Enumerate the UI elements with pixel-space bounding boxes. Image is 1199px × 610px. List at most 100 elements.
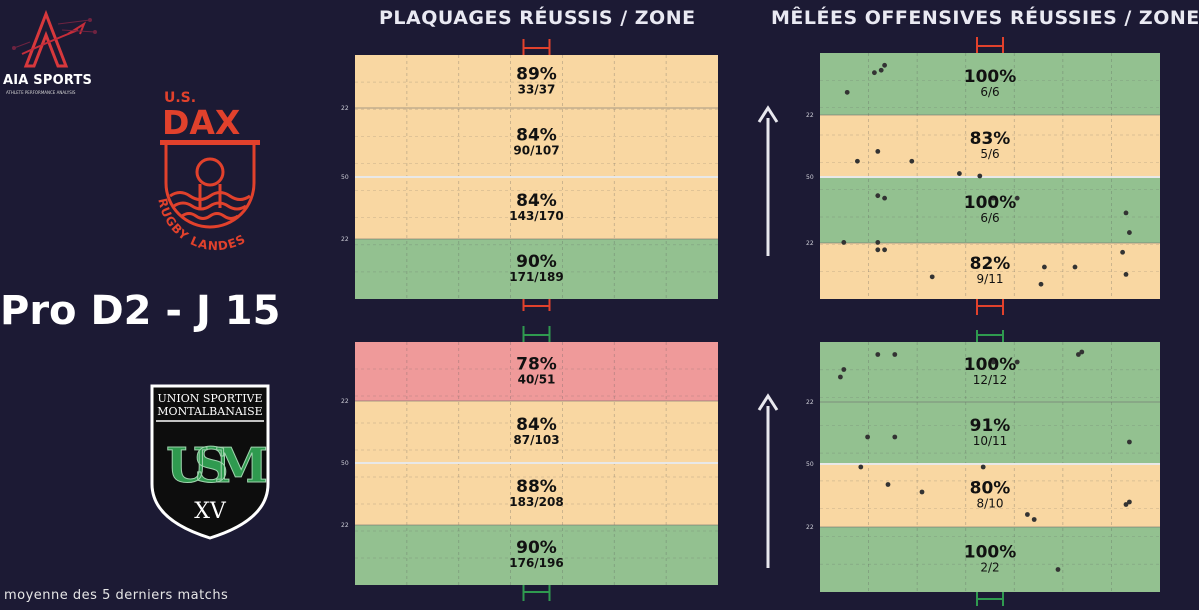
tackles-usm-pitch: 22 50 22 78% 40/51 84% 87/103 88% 183/208 90% 176/… xyxy=(323,322,718,605)
zone-2-frac: 90/107 xyxy=(513,144,559,158)
line-label: 22 xyxy=(806,399,814,406)
scrum-point xyxy=(991,195,996,201)
scrum-point xyxy=(865,434,870,440)
zone-2-frac: 87/103 xyxy=(513,433,559,447)
pitch-svg: 22 50 22 78%40/51 84%87/103 88%183/208 90%176/… xyxy=(341,326,718,601)
match-title: Pro D2 - J 15 xyxy=(0,288,281,334)
zone-3-fill xyxy=(820,177,1160,243)
scrum-point xyxy=(980,464,986,470)
scrum-point xyxy=(1127,230,1132,235)
scrum-point xyxy=(855,158,860,164)
scrum-point xyxy=(909,158,915,164)
scrums-title: MÊLÉES OFFENSIVES RÉUSSIES / ZONE xyxy=(771,7,1199,29)
zone-4-frac: 171/189 xyxy=(509,270,563,284)
zone-1-frac: 33/37 xyxy=(518,83,556,97)
scrum-point xyxy=(919,489,925,495)
scrum-point xyxy=(858,464,864,470)
goal-posts-top xyxy=(522,326,551,342)
scrum-point xyxy=(1055,567,1061,572)
scrum-point xyxy=(892,352,898,357)
goal-posts-bottom xyxy=(522,299,551,311)
zone-3-pct: 80% xyxy=(970,479,1011,499)
scrum-point xyxy=(977,173,983,179)
scrum-point xyxy=(1025,512,1030,517)
line-label: 50 xyxy=(806,461,814,468)
aia-sports-emblem-icon xyxy=(12,9,97,68)
scrum-point xyxy=(841,240,847,245)
scrum-point xyxy=(1120,249,1125,255)
scrum-point xyxy=(878,67,884,73)
line-label: 50 xyxy=(806,174,814,181)
zone-4-pct: 90% xyxy=(516,252,557,272)
scrums-dax-pitch: 22 50 22 100% 6/6 83% 5/6 100% 6/6 82% 9/11 xyxy=(790,35,1160,323)
usm-logo-roman: XV xyxy=(194,499,227,524)
scrum-point xyxy=(929,274,935,280)
scrum-point xyxy=(885,482,891,487)
goal-posts-top xyxy=(522,39,551,55)
zone-4-frac: 176/196 xyxy=(509,556,563,570)
scrum-point xyxy=(1031,517,1037,522)
zone-3-frac: 8/10 xyxy=(977,497,1004,511)
scrum-point xyxy=(1014,195,1020,201)
zone-2-fill xyxy=(355,108,718,177)
zone-1-fill xyxy=(355,342,718,401)
scrum-point xyxy=(875,247,881,253)
scrum-point xyxy=(875,149,881,154)
scrum-point xyxy=(957,171,962,176)
line-label: 22 xyxy=(341,236,349,243)
zone-4-fill xyxy=(355,525,718,585)
scrum-point xyxy=(1038,281,1044,287)
zone-1-fill xyxy=(820,342,1160,402)
tackles-title: PLAQUAGES RÉUSSIS / ZONE xyxy=(379,7,696,29)
line-label: 50 xyxy=(341,460,349,467)
zone-2-frac: 10/11 xyxy=(973,434,1008,448)
zone-2-pct: 83% xyxy=(970,129,1011,149)
zone-2-pct: 91% xyxy=(970,416,1011,436)
attack-direction-arrow-bottom xyxy=(757,393,779,568)
scrum-point xyxy=(1127,499,1132,505)
brand-name: AIA SPORTS xyxy=(3,73,93,88)
zone-3-fill xyxy=(355,463,718,525)
goal-posts-bottom xyxy=(976,592,1004,606)
goal-posts-top xyxy=(976,330,1004,342)
zone-2-pct: 84% xyxy=(516,415,557,435)
zone-1-pct: 100% xyxy=(964,355,1017,375)
scrum-point xyxy=(882,62,887,68)
scrum-point xyxy=(875,193,881,199)
zone-2-pct: 84% xyxy=(516,126,557,146)
scrum-point xyxy=(841,367,847,372)
zone-3-frac: 143/170 xyxy=(509,209,563,223)
line-label: 22 xyxy=(806,112,814,119)
scrum-point xyxy=(892,434,898,440)
zone-3-frac: 6/6 xyxy=(980,211,999,225)
zone-3-frac: 183/208 xyxy=(509,495,563,509)
zone-1-pct: 100% xyxy=(964,67,1017,87)
zone-2-fill xyxy=(355,401,718,463)
line-label: 22 xyxy=(806,524,814,531)
scrum-point xyxy=(1127,439,1132,445)
zone-3-pct: 88% xyxy=(516,477,557,497)
line-label: 50 xyxy=(341,174,349,181)
scrum-point xyxy=(1076,352,1081,357)
zone-3-fill xyxy=(820,464,1160,527)
us-dax-logo: U.S. DAX RUGBY LANDES xyxy=(148,88,288,258)
scrum-point xyxy=(1123,210,1129,216)
usm-logo-line1: UNION SPORTIVE xyxy=(157,392,262,405)
scrum-point xyxy=(844,89,850,95)
zone-1-pct: 78% xyxy=(516,355,557,375)
line-label: 22 xyxy=(806,240,814,247)
goal-posts-top xyxy=(976,37,1004,53)
zone-1-fill xyxy=(355,55,718,108)
zone-1-pct: 89% xyxy=(516,65,557,85)
scrum-point xyxy=(872,70,877,76)
scrum-point xyxy=(1123,272,1129,277)
dax-logo-line1: U.S. xyxy=(164,90,196,106)
zone-3-pct: 84% xyxy=(516,191,557,211)
scrum-point xyxy=(1072,264,1078,270)
scrum-point xyxy=(1042,264,1047,270)
zone-4-pct: 100% xyxy=(964,543,1017,563)
zone-4-fill xyxy=(820,243,1160,299)
zone-1-frac: 12/12 xyxy=(973,373,1008,387)
zone-4-fill xyxy=(355,239,718,299)
